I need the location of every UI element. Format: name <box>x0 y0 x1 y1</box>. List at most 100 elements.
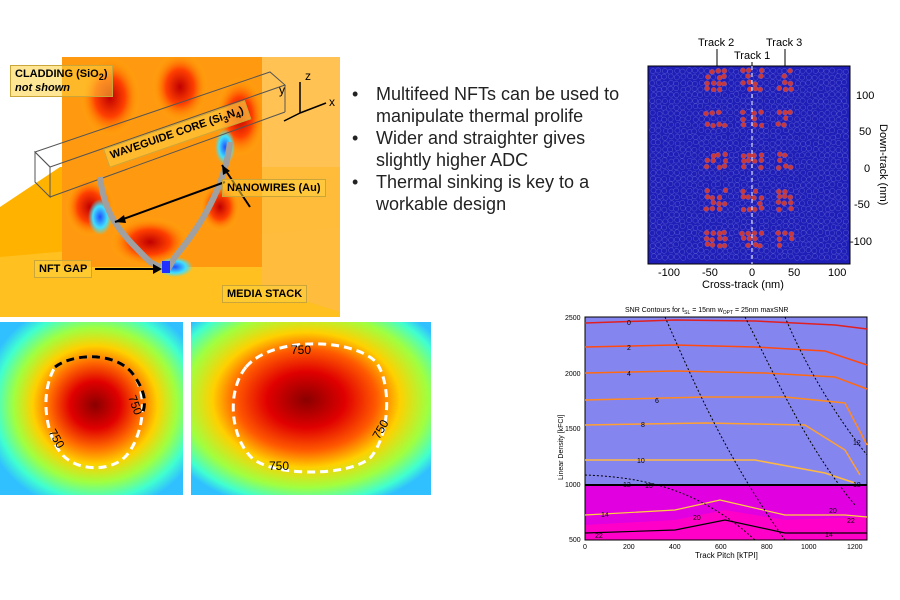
grain-dot <box>800 141 806 147</box>
grain-dot <box>806 68 812 74</box>
grain-dot <box>710 163 716 170</box>
grain-dot <box>795 97 801 104</box>
grain-dot <box>721 194 727 200</box>
grain-dot <box>709 205 716 212</box>
grain-dot <box>752 97 759 104</box>
grain-dot <box>776 85 782 92</box>
snr-contour-chart: SNR Contours for tSL = 15nm wOPT = 25nm … <box>555 305 875 565</box>
thermal-map-2-svg: 750 750 750 <box>191 322 431 495</box>
grain-dot <box>692 116 699 123</box>
grain-dot <box>795 182 801 189</box>
grain-dot <box>649 80 655 87</box>
y-axis-label: Linear Density [kFCI] <box>558 415 565 480</box>
grain-dot <box>842 254 849 261</box>
grain-dot <box>823 181 830 187</box>
grain-dot <box>668 98 675 105</box>
grain-dot <box>812 170 818 176</box>
grain-dot <box>817 98 824 105</box>
grain-dot <box>703 206 710 212</box>
grain-dot <box>751 104 757 110</box>
grain-dot <box>667 217 674 224</box>
grain-dot <box>829 188 836 194</box>
grain-dot <box>789 235 795 242</box>
grain-dot <box>697 181 704 187</box>
grain-dot <box>818 158 824 165</box>
x-tick-label: 600 <box>715 544 727 551</box>
grain-dot <box>655 164 662 171</box>
grain-dot <box>843 229 849 236</box>
grain-dot <box>735 122 741 128</box>
grain-dot <box>793 121 800 128</box>
grain-dot <box>680 187 687 194</box>
grain-dot <box>704 194 711 200</box>
grain-dot <box>830 217 836 224</box>
grain-dot <box>781 145 788 152</box>
grain-dot <box>715 103 721 110</box>
grain-dot <box>770 133 776 139</box>
grain-dot <box>818 67 824 74</box>
grain-dot <box>764 67 770 74</box>
grain-dot <box>745 224 752 230</box>
grain-dot <box>673 151 680 158</box>
grain-dot <box>830 158 837 165</box>
grain-dot <box>794 200 800 207</box>
grain-dot <box>751 110 757 116</box>
grain-dot <box>757 80 764 87</box>
grain-dot <box>715 157 722 164</box>
grain-dot <box>782 109 788 116</box>
grain-dot <box>703 235 710 242</box>
grain-dot <box>728 79 735 86</box>
grain-dot <box>715 181 721 187</box>
grain-dot <box>668 205 675 212</box>
grain-dot <box>681 128 687 134</box>
grain-dot <box>662 146 669 153</box>
grain-dot <box>649 103 656 109</box>
grain-dot <box>722 206 728 212</box>
grain-dot <box>812 133 819 140</box>
grain-dot <box>692 199 699 206</box>
grain-dot <box>746 79 753 85</box>
grain-dot <box>769 73 776 80</box>
axis-x-label: x <box>329 95 335 109</box>
grain-dot <box>667 165 674 171</box>
grain-dot <box>759 170 765 177</box>
grain-dot <box>799 152 805 159</box>
grain-dot <box>691 85 698 92</box>
grain-dot <box>681 193 687 200</box>
grain-dot <box>709 212 715 219</box>
grain-dot <box>835 105 842 111</box>
grain-dot <box>722 139 728 146</box>
grain-dot <box>727 116 734 122</box>
x-tick-label: 200 <box>623 544 635 551</box>
grain-dot <box>818 121 824 128</box>
grain-dot <box>662 81 668 87</box>
grain-dot <box>680 97 686 104</box>
grain-dot <box>661 116 667 123</box>
grain-dot <box>692 110 699 117</box>
grain-dot <box>842 235 849 242</box>
grain-dot <box>698 164 704 171</box>
grain-dot <box>655 242 662 248</box>
grain-dot <box>669 176 675 182</box>
grain-dot <box>781 122 787 128</box>
grain-dot <box>787 103 794 110</box>
grain-dot <box>763 133 770 140</box>
grain-dot <box>807 98 813 105</box>
grain-dot <box>715 68 722 74</box>
grain-dot <box>721 146 728 152</box>
grain-dot <box>710 157 716 164</box>
grain-dot <box>733 157 739 163</box>
grain-dot <box>805 254 812 261</box>
grain-dot <box>757 86 764 93</box>
grain-dot <box>661 237 668 243</box>
grain-dot <box>667 68 673 75</box>
grain-dot <box>763 217 770 224</box>
grain-dot <box>711 188 717 194</box>
grain-dot <box>673 105 680 111</box>
grain-dot <box>757 181 764 188</box>
y-tick-label: 2500 <box>565 315 581 322</box>
grain-dot <box>758 218 765 224</box>
grain-dot <box>740 206 747 213</box>
grain-dot <box>728 242 735 248</box>
grain-dot <box>824 170 830 176</box>
